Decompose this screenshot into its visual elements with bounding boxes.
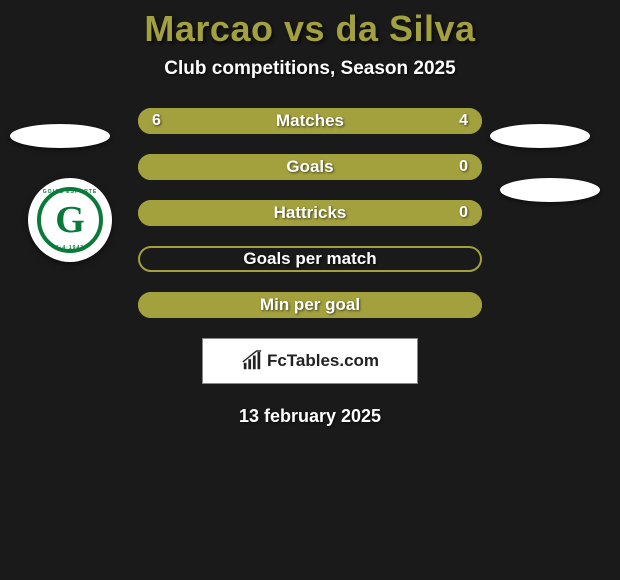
player-marker-left bbox=[10, 124, 110, 148]
player-marker-right-2 bbox=[500, 178, 600, 202]
stat-row: Hattricks 0 bbox=[138, 200, 482, 226]
date-text: 13 february 2025 bbox=[239, 406, 381, 427]
club-badge: GOIAS ESPORTE G 6·4·1943 bbox=[28, 178, 112, 262]
stat-label: Hattricks bbox=[274, 203, 347, 223]
club-badge-ring: GOIAS ESPORTE G 6·4·1943 bbox=[37, 187, 103, 253]
brand-box: FcTables.com bbox=[202, 338, 418, 384]
page-title: Marcao vs da Silva bbox=[144, 8, 475, 50]
stat-row: Goals 0 bbox=[138, 154, 482, 180]
stat-value-right: 0 bbox=[459, 158, 468, 176]
club-letter: G bbox=[55, 201, 85, 239]
stat-label: Goals per match bbox=[243, 249, 376, 269]
club-name-bottom: 6·4·1943 bbox=[56, 245, 84, 251]
brand-text: FcTables.com bbox=[267, 351, 379, 371]
stat-value-right: 0 bbox=[459, 204, 468, 222]
stat-row: Goals per match bbox=[138, 246, 482, 272]
stat-row: Min per goal bbox=[138, 292, 482, 318]
chart-icon bbox=[241, 350, 263, 372]
stat-value-right: 4 bbox=[459, 112, 468, 130]
subtitle: Club competitions, Season 2025 bbox=[164, 58, 455, 80]
club-name-top: GOIAS ESPORTE bbox=[43, 189, 97, 195]
stat-label: Matches bbox=[276, 111, 344, 131]
stat-label: Min per goal bbox=[260, 295, 360, 315]
stat-row: Matches 6 4 bbox=[138, 108, 482, 134]
infographic-container: Marcao vs da Silva Club competitions, Se… bbox=[0, 0, 620, 580]
stat-label: Goals bbox=[286, 157, 333, 177]
player-marker-right bbox=[490, 124, 590, 148]
stat-value-left: 6 bbox=[152, 112, 161, 130]
